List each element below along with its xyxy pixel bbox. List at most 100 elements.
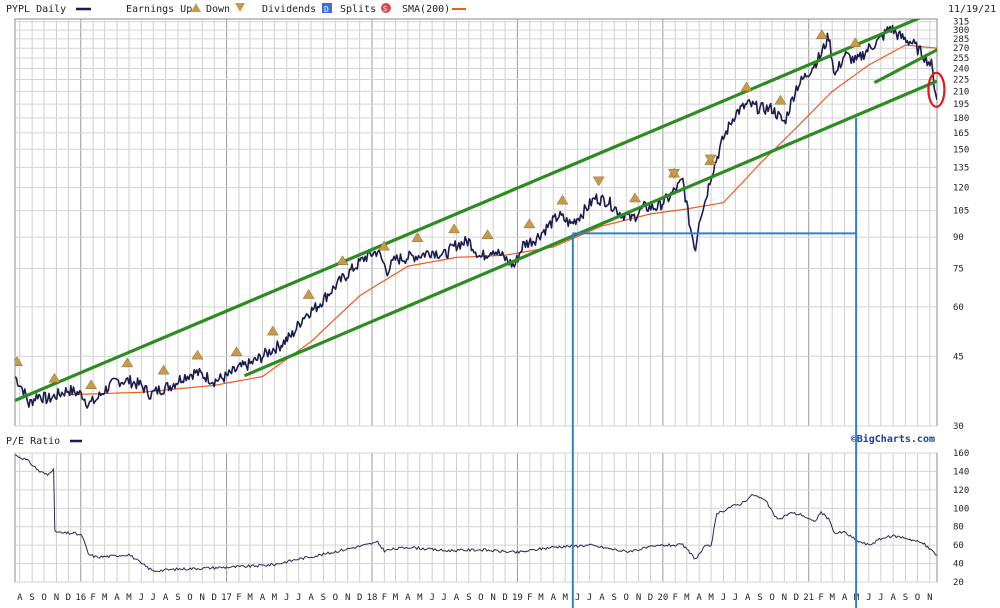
earnings-up-marker: [740, 81, 753, 92]
y-tick-label: 60: [953, 541, 964, 551]
split-icon-letter: S: [383, 5, 387, 13]
earnings-down-marker: [668, 168, 680, 179]
x-tick-label: A: [17, 593, 23, 603]
x-tick-label: A: [454, 593, 460, 603]
y-tick-label: 120: [953, 486, 969, 496]
x-tick-label: D: [212, 593, 217, 603]
x-tick-label: D: [794, 593, 799, 603]
x-tick-label: J: [733, 593, 738, 603]
price-panel: [14, 18, 938, 427]
x-tick-label: A: [114, 593, 120, 603]
channel-line: [873, 48, 937, 85]
x-tick-label: N: [636, 593, 641, 603]
y-tick-label: 140: [953, 467, 969, 477]
earnings-up-marker: [556, 194, 569, 205]
earnings-up-marker: [849, 37, 862, 48]
x-tick-label: J: [429, 593, 434, 603]
x-tick-label: M: [102, 593, 108, 603]
x-tick-label: S: [612, 593, 617, 603]
y-tick-label: 165: [953, 129, 969, 139]
x-tick-label: S: [175, 593, 180, 603]
x-tick-label: M: [684, 593, 690, 603]
earnings-up-marker: [302, 289, 315, 299]
x-tick-label: A: [842, 593, 848, 603]
y-tick-label: 300: [953, 26, 969, 36]
x-tick-label: M: [563, 593, 569, 603]
x-tick-label: A: [163, 593, 169, 603]
x-tick-label: N: [927, 593, 932, 603]
x-tick-label: 17: [221, 593, 232, 603]
earnings-down-marker: [592, 176, 605, 187]
watermark: ©BigCharts.com: [851, 433, 935, 445]
x-tick-label: A: [890, 593, 896, 603]
y-tick-label: 30: [953, 422, 964, 432]
y-tick-label: 195: [953, 100, 969, 110]
x-tick-label: J: [721, 593, 726, 603]
x-tick-label: M: [538, 593, 544, 603]
y-tick-label: 315: [953, 18, 969, 28]
x-tick-label: M: [708, 593, 714, 603]
x-tick-label: F: [673, 593, 678, 603]
splits-label: Splits: [340, 4, 376, 15]
split-icon: [381, 3, 391, 13]
earnings-up-marker: [481, 229, 494, 240]
x-tick-label: F: [818, 593, 823, 603]
x-tick-label: D: [502, 593, 507, 603]
y-tick-label: 210: [953, 87, 969, 97]
date-label: 11/19/21: [948, 4, 996, 15]
earnings-down-marker: [704, 154, 717, 165]
x-tick-label: M: [126, 593, 132, 603]
x-tick-label: A: [696, 593, 702, 603]
earnings-markers: [15, 29, 862, 390]
highlight-circle: [927, 71, 946, 108]
price-grid: [15, 19, 937, 427]
x-tick-label: O: [333, 593, 338, 603]
y-tick-label: 270: [953, 44, 969, 54]
earnings-up-marker: [774, 94, 787, 105]
x-tick-label: M: [417, 593, 423, 603]
y-tick-label: 120: [953, 184, 969, 194]
x-tick-label: A: [599, 593, 605, 603]
x-axis: A S O N D 16 F M A M J J A S O N D 17 F M A M J J A S O N D 18 F M A M J J A…: [17, 593, 932, 603]
x-tick-label: S: [321, 593, 326, 603]
x-tick-label: F: [90, 593, 95, 603]
x-tick-label: J: [441, 593, 446, 603]
earnings-up-marker: [378, 240, 390, 251]
x-tick-label: O: [187, 593, 192, 603]
sma-label: SMA(200): [402, 4, 450, 15]
y-tick-label: 180: [953, 114, 969, 124]
x-tick-label: 18: [367, 593, 378, 603]
earnings-up-marker: [448, 223, 461, 234]
x-tick-label: J: [139, 593, 144, 603]
earnings-up-marker: [523, 218, 536, 229]
y-tick-label: 135: [953, 163, 969, 173]
pe-label: P/E Ratio: [6, 436, 60, 447]
x-tick-label: A: [745, 593, 751, 603]
dividends-label: Dividends: [262, 4, 316, 15]
earnings-up-marker: [230, 346, 243, 357]
y-tick-label: 20: [953, 578, 964, 588]
x-tick-label: N: [200, 593, 205, 603]
x-tick-label: J: [587, 593, 592, 603]
earnings-up-label: Earnings Up: [126, 4, 192, 15]
earnings-down-icon: [235, 3, 245, 12]
channel-line: [243, 79, 937, 378]
x-tick-label: O: [624, 593, 629, 603]
y-tick-label: 105: [953, 207, 969, 217]
dividend-icon-letter: D: [324, 5, 329, 14]
earnings-up-marker: [629, 192, 641, 203]
x-tick-label: S: [29, 593, 34, 603]
x-tick-label: D: [648, 593, 653, 603]
earnings-up-marker: [15, 356, 23, 366]
x-tick-label: 20: [657, 593, 668, 603]
x-tick-label: A: [405, 593, 411, 603]
y-tick-label: 60: [953, 303, 964, 313]
earnings-up-marker: [48, 372, 61, 383]
x-tick-label: A: [260, 593, 266, 603]
x-tick-label: M: [829, 593, 835, 603]
earnings-down-label: Down: [206, 4, 230, 15]
x-tick-label: A: [551, 593, 557, 603]
earnings-up-marker: [121, 357, 134, 368]
x-tick-label: J: [151, 593, 156, 603]
